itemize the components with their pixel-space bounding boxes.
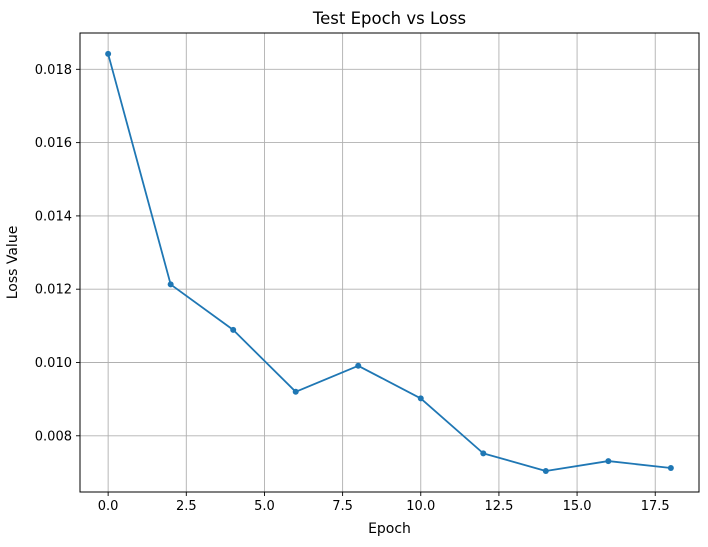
chart-title: Test Epoch vs Loss (312, 9, 466, 28)
y-tick-label: 0.012 (35, 283, 72, 298)
x-tick-label: 5.0 (254, 499, 275, 514)
x-axis-label: Epoch (368, 521, 411, 537)
x-tick-label: 10.0 (406, 499, 435, 514)
data-layer (105, 50, 674, 474)
data-point-marker (542, 467, 549, 474)
data-point-marker (167, 281, 174, 288)
x-tick-label: 12.5 (484, 499, 513, 514)
x-tick-label: 17.5 (641, 499, 670, 514)
y-tick-label: 0.008 (35, 429, 72, 444)
axes-layer: 0.0 2.5 5.0 7.5 10.0 12.5 15.0 17.5 0.008 0.010 0.… (35, 32, 700, 514)
data-point-marker (417, 395, 424, 402)
x-tick-label: 0.0 (98, 499, 119, 514)
data-point-marker (667, 465, 674, 472)
data-point-marker (292, 388, 299, 395)
data-point-marker (105, 50, 112, 57)
plot-border (79, 32, 700, 493)
x-tick-label: 15.0 (563, 499, 592, 514)
y-tick-label: 0.018 (35, 63, 72, 78)
data-point-marker (230, 326, 237, 333)
data-point-marker (355, 362, 362, 369)
y-tick-label: 0.014 (35, 209, 72, 224)
data-point-marker (605, 458, 612, 465)
x-tick-label: 2.5 (176, 499, 197, 514)
y-tick-label: 0.016 (35, 136, 72, 151)
y-tick-label: 0.010 (35, 356, 72, 371)
y-axis-label: Loss Value (5, 226, 21, 300)
loss-line (107, 53, 672, 472)
x-tick-label: 7.5 (332, 499, 353, 514)
grid-layer (80, 33, 699, 492)
data-point-marker (480, 450, 487, 457)
